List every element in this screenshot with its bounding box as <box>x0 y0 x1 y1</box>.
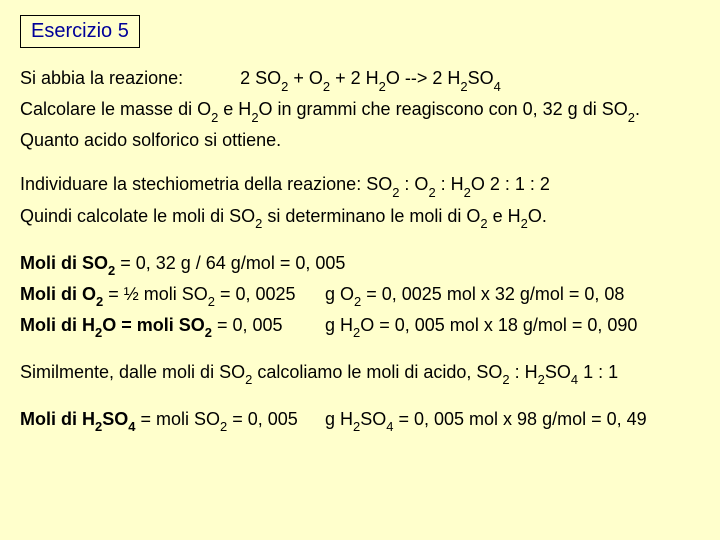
simil-line: Similmente, dalle moli di SO2 calcoliamo… <box>20 360 700 387</box>
stoich-line: Individuare la stechiometria della reazi… <box>20 172 700 199</box>
moli-o2: Moli di O2 = ½ moli SO2 = 0, 0025 g O2 =… <box>20 282 700 309</box>
final-calc: Moli di H2SO4 = moli SO2 = 0, 005 g H2SO… <box>20 407 700 434</box>
reaction-line: Si abbia la reazione: 2 SO2 + O2 + 2 H2O… <box>20 66 700 93</box>
reaction-intro: Si abbia la reazione: <box>20 68 183 88</box>
exercise-title-box: Esercizio 5 <box>20 15 140 48</box>
similarly-block: Similmente, dalle moli di SO2 calcoliamo… <box>20 360 700 387</box>
exercise-slide: Esercizio 5 Si abbia la reazione: 2 SO2 … <box>0 0 720 469</box>
exercise-title: Esercizio 5 <box>31 20 129 42</box>
problem-statement: Si abbia la reazione: 2 SO2 + O2 + 2 H2O… <box>20 66 700 152</box>
moli-so2: Moli di SO2 = 0, 32 g / 64 g/mol = 0, 00… <box>20 251 700 278</box>
quindi-line: Quindi calcolate le moli di SO2 si deter… <box>20 204 700 231</box>
moli-h2so4: Moli di H2SO4 = moli SO2 = 0, 005 g H2SO… <box>20 407 700 434</box>
problem-line-2: Calcolare le masse di O2 e H2O in grammi… <box>20 97 700 124</box>
problem-line-3: Quanto acido solforico si ottiene. <box>20 128 700 152</box>
moles-calculations: Moli di SO2 = 0, 32 g / 64 g/mol = 0, 00… <box>20 251 700 340</box>
stoichiometry-block: Individuare la stechiometria della reazi… <box>20 172 700 230</box>
moli-h2o: Moli di H2O = moli SO2 = 0, 005 g H2O = … <box>20 313 700 340</box>
